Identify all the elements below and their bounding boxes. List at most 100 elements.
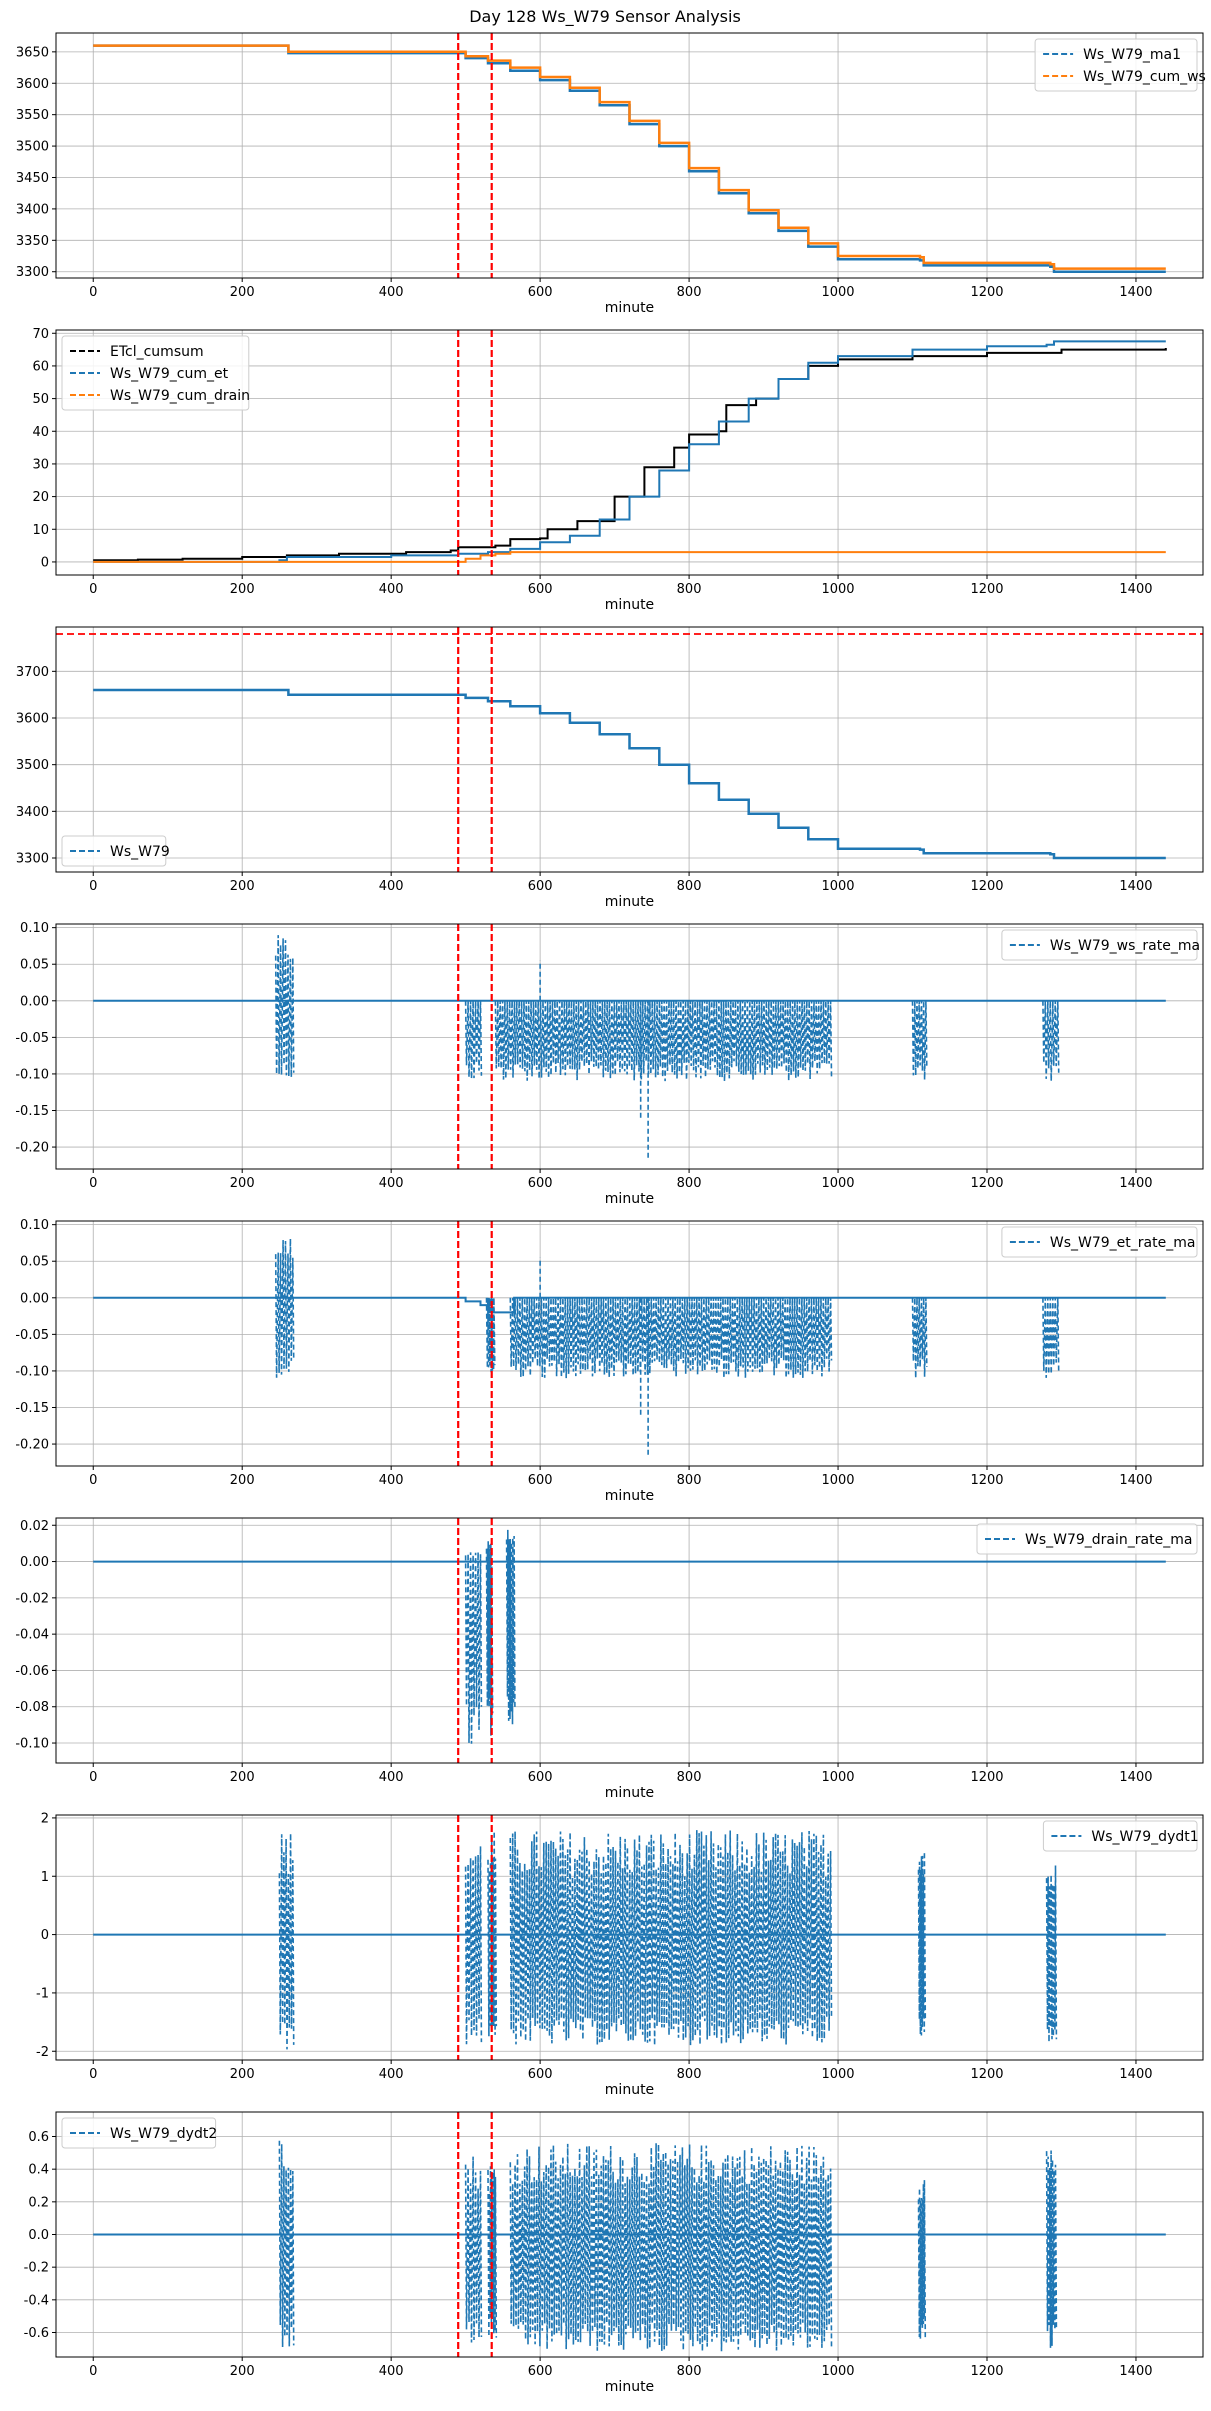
x-tick-label: 1000 [821, 285, 854, 300]
series-line-ETcl_cumsum [93, 348, 1167, 562]
x-tick-label: 800 [677, 582, 702, 597]
x-tick-label: 1200 [970, 1176, 1003, 1191]
y-tick-label: 0 [41, 1928, 49, 1943]
legend: Ws_W79_ws_rate_ma [1001, 929, 1200, 961]
y-tick-label: 2 [41, 1811, 49, 1826]
x-tick-label: 400 [379, 1770, 404, 1785]
x-tick-label: 1000 [821, 1176, 854, 1191]
legend-box [61, 335, 250, 411]
x-tick-label: 600 [528, 879, 553, 894]
legend-label: Ws_W79_cum_et [110, 366, 229, 382]
x-tick-label: 400 [379, 285, 404, 300]
x-tick-label: 200 [230, 285, 255, 300]
legend: ETcl_cumsum Ws_W79_cum_et Ws_W79_cum_drain [61, 335, 250, 411]
chart-panel-1: 0 200 400 600 800 1000 1200 1400 3300 3350 3400 345… [16, 32, 1206, 316]
x-tick-label: 400 [379, 582, 404, 597]
x-axis-label: minute [605, 300, 654, 316]
spike-cluster-2 [464, 1000, 483, 1079]
spike-cluster-3 [487, 1831, 498, 2037]
x-tick-label: 1400 [1119, 879, 1152, 894]
y-tick-label: -0.6 [24, 2326, 49, 2341]
spike-cluster-5 [1042, 1297, 1060, 1378]
x-tick-label: 800 [677, 2067, 702, 2082]
y-tick-label: 0.2 [28, 2195, 49, 2210]
series-line-Ws_W79_ma1 [93, 44, 1166, 273]
y-tick-label: 3500 [16, 758, 49, 773]
x-tick-label: 0 [89, 285, 97, 300]
x-tick-label: 800 [677, 2364, 702, 2379]
legend-box [1042, 1820, 1198, 1852]
x-tick-label: 1200 [970, 285, 1003, 300]
legend-box [1034, 38, 1198, 92]
x-axis-label: minute [605, 2379, 654, 2395]
chart-panel-5: 0 200 400 600 800 1000 1200 1400 -0.20 -0.15 -0.10… [15, 1218, 1204, 1504]
chart-panel-2: 0 200 400 600 800 1000 1200 1400 0 10 20 30 40 50 60 70… [32, 327, 1204, 613]
x-tick-label: 1000 [821, 1473, 854, 1488]
x-tick-label: 0 [89, 582, 97, 597]
y-tick-label: -0.20 [15, 1438, 49, 1453]
spike-cluster-2 [464, 1846, 483, 2045]
x-tick-label: 0 [89, 1770, 97, 1785]
x-tick-label: 600 [528, 582, 553, 597]
y-tick-label: 3400 [16, 805, 49, 820]
y-tick-label: -0.08 [15, 1700, 49, 1715]
x-tick-label: 200 [230, 1473, 255, 1488]
spike-cluster-1 [274, 1238, 295, 1378]
legend: Ws_W79_ma1 Ws_W79_cum_ws [1034, 38, 1206, 92]
y-tick-label: 0.4 [28, 2163, 49, 2178]
x-tick-label: 0 [89, 1473, 97, 1488]
y-tick-label: 3300 [16, 852, 49, 867]
x-tick-label: 800 [677, 879, 702, 894]
x-tick-label: 200 [230, 2067, 255, 2082]
x-tick-label: 600 [528, 1473, 553, 1488]
x-tick-label: 1000 [821, 582, 854, 597]
y-tick-label: 1 [41, 1870, 49, 1885]
x-tick-label: 1000 [821, 2067, 854, 2082]
y-tick-label: 40 [32, 425, 49, 440]
spike-cluster-2 [464, 2156, 483, 2343]
y-tick-label: 0.0 [28, 2228, 49, 2243]
y-tick-label: -0.15 [15, 1104, 49, 1119]
legend-label: Ws_W79_dydt2 [110, 2126, 217, 2142]
legend: Ws_W79_drain_rate_ma [976, 1523, 1198, 1555]
x-tick-label: 400 [379, 2364, 404, 2379]
plot-area [93, 1221, 1166, 1466]
x-tick-label: 1400 [1119, 582, 1152, 597]
x-tick-label: 600 [528, 1770, 553, 1785]
x-tick-label: 1200 [970, 1473, 1003, 1488]
legend-label: ETcl_cumsum [110, 344, 204, 360]
x-axis-label: minute [605, 597, 654, 613]
x-tick-label: 600 [528, 1176, 553, 1191]
y-tick-label: 10 [32, 523, 49, 538]
y-tick-label: -0.06 [15, 1664, 49, 1679]
x-tick-label: 600 [528, 285, 553, 300]
y-tick-label: 3450 [16, 171, 49, 186]
axes-frame [55, 1220, 1204, 1467]
x-tick-label: 1200 [970, 1770, 1003, 1785]
x-tick-label: 800 [677, 1473, 702, 1488]
y-tick-label: 0.6 [28, 2130, 49, 2145]
legend-label: Ws_W79_ws_rate_ma [1050, 938, 1200, 954]
x-axis-label: minute [605, 2082, 654, 2098]
x-tick-label: 200 [230, 2364, 255, 2379]
spike-cluster-5 [917, 1851, 927, 2036]
y-tick-label: 3550 [16, 108, 49, 123]
plot-area [56, 627, 1203, 872]
x-tick-label: 1200 [970, 879, 1003, 894]
x-tick-label: 800 [677, 1176, 702, 1191]
plot-area [93, 924, 1166, 1169]
legend-label: Ws_W79_dydt1 [1091, 1829, 1198, 1845]
y-tick-label: 3400 [16, 202, 49, 217]
x-tick-label: 1000 [821, 1770, 854, 1785]
y-tick-label: 0.00 [20, 1291, 49, 1306]
x-tick-label: 200 [230, 879, 255, 894]
y-tick-label: -0.10 [15, 1737, 49, 1752]
legend: Ws_W79_dydt1 [1042, 1820, 1199, 1852]
y-tick-label: -1 [36, 1986, 49, 2001]
y-tick-label: 30 [32, 457, 49, 472]
spike-cluster-2 [485, 1541, 494, 1736]
y-tick-label: 0.02 [20, 1519, 49, 1534]
x-tick-label: 1400 [1119, 1770, 1152, 1785]
spike-cluster-6 [1045, 1865, 1058, 2043]
